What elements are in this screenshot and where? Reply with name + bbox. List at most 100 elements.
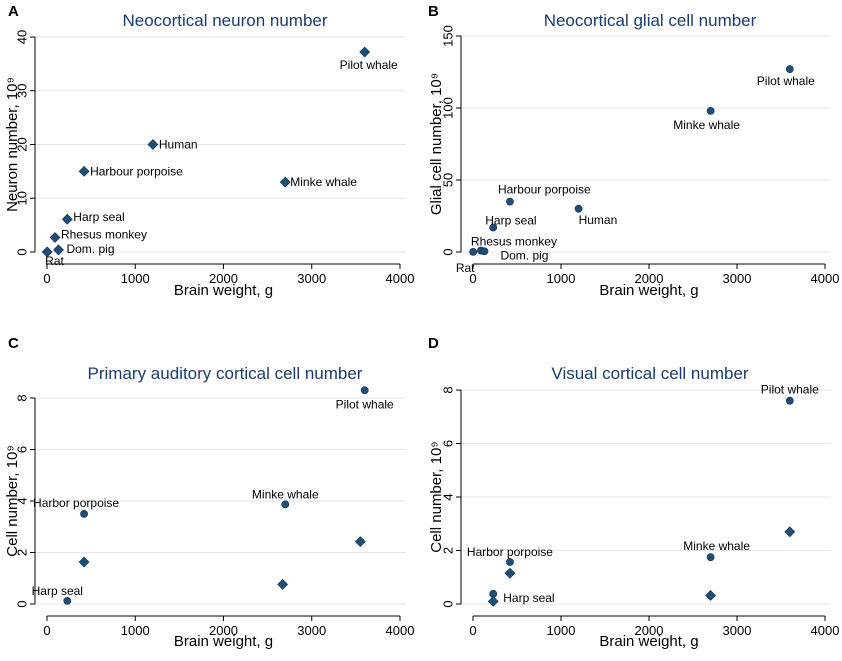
data-label: Harp seal xyxy=(32,584,83,598)
data-point-circle xyxy=(63,597,72,605)
panel-title: Visual cortical cell number xyxy=(551,364,748,383)
data-point-circle xyxy=(706,553,715,562)
data-label: Harp seal xyxy=(73,210,124,224)
x-tick-label: 1000 xyxy=(547,271,576,286)
data-label: Minke whale xyxy=(673,118,740,132)
data-point-circle xyxy=(469,247,478,256)
panel-letter: B xyxy=(428,3,439,20)
panel-b: B Neocortical glial cell number 0 50 100 150 0… xyxy=(428,3,839,299)
data-point-diamond xyxy=(705,590,717,601)
x-tick-label: 3000 xyxy=(297,271,326,286)
panel-title: Neocortical neuron number xyxy=(122,11,327,30)
panel-letter: D xyxy=(428,335,439,352)
y-axis-label: Cell number, 10⁹ xyxy=(428,441,445,552)
data-label: Rhesus monkey xyxy=(61,227,147,241)
data-point-circle xyxy=(574,204,583,213)
y-tick-label: 6 xyxy=(441,440,456,447)
data-label: Harbour porpoise xyxy=(90,164,183,178)
data-point-diamond xyxy=(41,246,53,258)
data-label: Dom. pig xyxy=(66,242,114,256)
x-axis-label: Brain weight, g xyxy=(174,633,273,650)
y-tick-label: 0 xyxy=(441,248,456,255)
data-label: Rat xyxy=(456,261,475,275)
x-axis-label: Brain weight, g xyxy=(599,633,698,650)
data-point-circle xyxy=(80,509,88,518)
data-point-diamond xyxy=(784,526,796,538)
data-label: Pilot whale xyxy=(757,74,815,88)
data-label: Human xyxy=(579,213,618,227)
x-tick-label: 0 xyxy=(469,623,476,638)
x-tick-label: 1000 xyxy=(121,271,150,286)
x-tick-label: 0 xyxy=(43,623,50,638)
panel-d: D Visual cortical cell number 0 2 4 6 8 0 1000 20… xyxy=(428,335,839,650)
data-label: Rat xyxy=(45,254,64,268)
data-label: Harp seal xyxy=(503,591,554,605)
data-label: Harp seal xyxy=(485,214,536,228)
data-label: Minke whale xyxy=(290,175,357,189)
y-tick-label: 0 xyxy=(15,248,30,255)
data-label: Minke whale xyxy=(683,539,750,553)
y-axis-label: Neuron number, 10⁹ xyxy=(4,77,21,212)
x-tick-label: 3000 xyxy=(723,623,752,638)
data-label: Rhesus monkey xyxy=(471,235,557,249)
data-label: Harbour porpoise xyxy=(498,183,591,197)
y-tick-label: 8 xyxy=(15,394,30,401)
x-tick-label: 4000 xyxy=(386,623,415,638)
data-label: Minke whale xyxy=(252,487,319,501)
data-point-diamond xyxy=(354,536,366,548)
y-tick-label: 30 xyxy=(15,84,30,98)
data-point-circle xyxy=(281,500,290,509)
y-tick-label: 6 xyxy=(15,446,30,453)
y-tick-label: 10 xyxy=(15,191,30,205)
y-tick-label: 100 xyxy=(441,97,456,119)
panel-a: A Neocortical neuron number 0 10 20 30 40 0 1000… xyxy=(4,3,414,299)
x-tick-label: 0 xyxy=(43,271,50,286)
data-point-diamond xyxy=(504,567,516,579)
x-tick-label: 1000 xyxy=(547,623,576,638)
panel-c: C Primary auditory cortical cell number 0 2… xyxy=(4,335,414,650)
data-point-diamond xyxy=(49,232,61,243)
y-tick-label: 0 xyxy=(15,600,30,607)
data-point-diamond xyxy=(53,244,64,256)
data-point-diamond xyxy=(277,579,289,590)
data-label: Pilot whale xyxy=(336,397,394,411)
y-tick-label: 8 xyxy=(441,386,456,393)
data-label: Dom. pig xyxy=(500,248,548,262)
y-tick-label: 40 xyxy=(15,30,30,44)
x-tick-label: 1000 xyxy=(121,623,150,638)
y-tick-label: 0 xyxy=(441,600,456,607)
y-tick-label: 2 xyxy=(15,549,30,556)
x-tick-label: 2000 xyxy=(635,623,664,638)
x-tick-label: 3000 xyxy=(723,271,752,286)
x-tick-label: 4000 xyxy=(386,271,415,286)
y-axis-label: Cell number, 10⁹ xyxy=(4,445,21,556)
data-point-diamond xyxy=(359,46,371,58)
panel-letter: C xyxy=(8,335,19,352)
x-tick-label: 3000 xyxy=(297,623,326,638)
y-tick-label: 2 xyxy=(441,547,456,554)
data-label: Human xyxy=(159,138,198,152)
data-point-circle xyxy=(506,197,514,206)
data-point-diamond xyxy=(147,139,159,150)
data-point-diamond xyxy=(78,556,90,568)
y-axis-label: Glial cell number, 10⁹ xyxy=(428,73,445,215)
data-point-circle xyxy=(706,106,715,115)
y-tick-label: 4 xyxy=(441,493,456,500)
data-point-diamond xyxy=(61,213,73,225)
x-tick-label: 4000 xyxy=(811,623,840,638)
panel-title: Neocortical glial cell number xyxy=(544,11,757,30)
x-tick-label: 4000 xyxy=(811,271,840,286)
y-tick-label: 20 xyxy=(15,137,30,151)
x-tick-label: 2000 xyxy=(635,271,664,286)
y-tick-label: 4 xyxy=(15,497,30,504)
x-axis-label: Brain weight, g xyxy=(174,282,273,299)
data-point-circle xyxy=(360,386,369,395)
data-point-circle xyxy=(785,65,794,74)
data-point-diamond xyxy=(78,165,90,177)
data-label: Pilot whale xyxy=(761,383,819,397)
data-point-circle xyxy=(489,223,498,232)
panel-letter: A xyxy=(8,3,19,20)
data-label: Pilot whale xyxy=(340,58,398,72)
data-point-diamond xyxy=(487,595,499,607)
